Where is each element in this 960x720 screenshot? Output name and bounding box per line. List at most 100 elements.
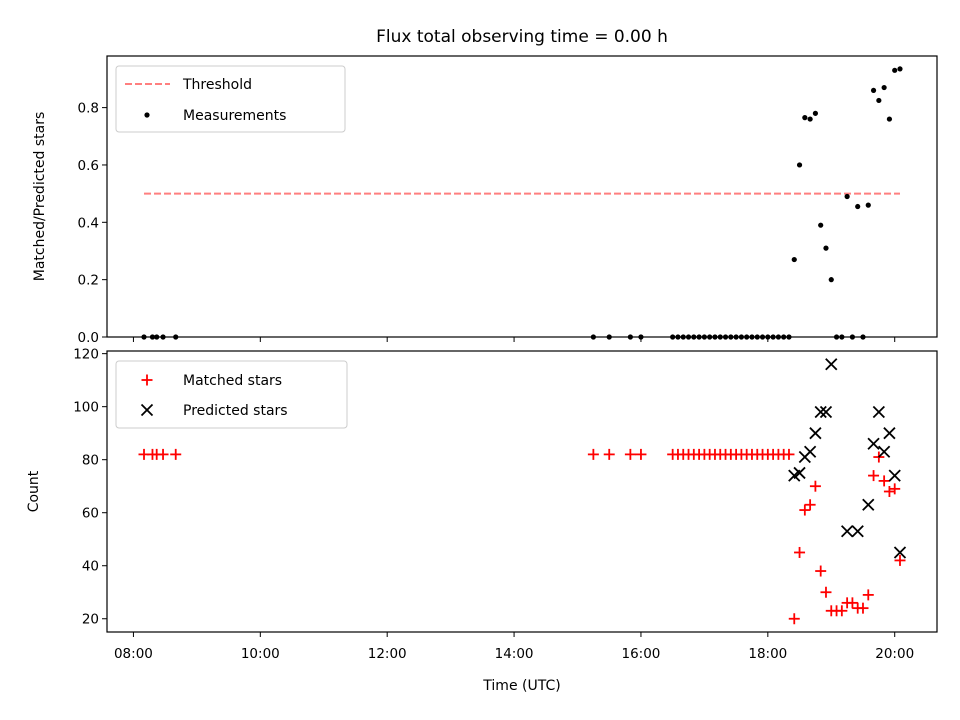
- measurements-legend-swatch: [144, 112, 150, 118]
- matched-star-point: [587, 448, 599, 460]
- measurement-point: [855, 203, 861, 210]
- ratio-y-tick-label: 0.8: [78, 101, 99, 117]
- measurement-point: [807, 116, 813, 122]
- count-y-tick-label: 40: [82, 559, 99, 575]
- predicted-star-point: [840, 525, 854, 538]
- predicted-star-point: [862, 498, 875, 511]
- predicted-star-point: [803, 445, 817, 458]
- count-y-tick-label: 80: [82, 453, 99, 469]
- matched-star-point: [836, 605, 848, 617]
- predicted-star-point: [877, 445, 891, 458]
- predicted-star-point: [888, 469, 901, 482]
- count-legend-box: [115, 360, 348, 429]
- chart-title: Flux total observing time = 0.00 h: [376, 27, 668, 47]
- matched-star-point: [857, 602, 869, 614]
- predicted-stars-legend-swatch: [140, 403, 154, 417]
- count-panel: 20 40 60 80 100 120 08:00 10:00 12:00 14:00 16:00…: [26, 347, 938, 694]
- measurement-point: [796, 162, 803, 168]
- predicted-star-point-b: [883, 427, 896, 440]
- predicted-star-point-b: [877, 445, 891, 458]
- matched-star-point: [809, 480, 821, 492]
- measurement-point: [892, 67, 898, 73]
- predicted-star-point: [867, 437, 880, 450]
- measurement-point: [818, 222, 824, 228]
- matched-star-point: [783, 448, 795, 460]
- count-y-tick-label: 100: [73, 400, 99, 416]
- predicted-star-point-b: [840, 525, 854, 538]
- ratio-legend-box: [115, 65, 346, 133]
- predicted-star-point: [825, 358, 838, 371]
- predicted-star-point-b: [851, 525, 864, 538]
- matched-legend-marker: [141, 374, 153, 386]
- ratio-y-tick-label: 0.6: [78, 158, 99, 174]
- count-x-tick-label: 10:00: [241, 646, 280, 662]
- measurement-point: [881, 84, 887, 91]
- predicted-star-point-b: [809, 427, 822, 440]
- count-x-tick-label: 20:00: [875, 646, 914, 662]
- matched-star-point: [635, 448, 647, 460]
- predicted-star-point: [809, 427, 822, 440]
- matched-star-point: [868, 470, 880, 482]
- matched-star-point: [794, 546, 806, 558]
- count-x-axis: 08:00 10:00 12:00 14:00 16:00 18:00 20:00: [114, 632, 914, 662]
- predicted-star-point-b: [819, 405, 833, 419]
- count-y-tick-label: 60: [82, 506, 99, 522]
- matched-star-point: [815, 565, 827, 577]
- matched-star-point: [846, 597, 858, 609]
- ratio-y-axis-label: Matched/Predicted stars: [32, 112, 48, 282]
- matched-star-point: [883, 486, 895, 497]
- measurements-legend-label: Measurements: [183, 108, 286, 124]
- ratio-x-axis: [132, 337, 896, 342]
- count-x-tick-label: 14:00: [495, 646, 534, 662]
- matched-star-point: [862, 589, 874, 601]
- predicted-star-point-b: [803, 445, 817, 458]
- time-x-axis-label: Time (UTC): [482, 678, 560, 694]
- threshold-legend-label: Threshold: [182, 77, 252, 93]
- matched-star-point: [820, 586, 832, 598]
- count-y-axis-label: Count: [26, 470, 42, 512]
- predicted-stars-legend-label: Predicted stars: [183, 403, 288, 419]
- predicted-star-point-b: [862, 498, 875, 511]
- count-legend: Matched stars Predicted stars: [115, 360, 348, 429]
- count-plot-frame: [106, 350, 938, 633]
- predicted-star-point-b: [814, 405, 827, 419]
- predicted-legend-marker: [140, 403, 154, 417]
- matched-star-point: [624, 448, 636, 460]
- predicted-star-point: [872, 405, 885, 419]
- count-x-tick-label: 16:00: [621, 646, 660, 662]
- matched-star-point: [889, 483, 901, 495]
- matched-star-point: [894, 554, 906, 566]
- predicted-star-point-b: [872, 405, 885, 419]
- ratio-panel: 0.00.20.40.60.8 Matched/Predicted stars …: [32, 55, 938, 346]
- predicted-legend-marker-b: [140, 403, 154, 417]
- measurement-point: [897, 66, 903, 72]
- ratio-y-tick-label: 0.0: [78, 330, 99, 346]
- matched-star-point: [788, 613, 800, 625]
- count-y-tick-label: 120: [73, 347, 99, 363]
- measurement-point: [802, 115, 808, 121]
- predicted-star-point: [793, 466, 806, 480]
- count-x-tick-label: 18:00: [748, 646, 787, 662]
- predicted-star-point-b: [867, 437, 880, 450]
- measurement-point: [812, 110, 819, 116]
- predicted-star-point-b: [825, 358, 838, 371]
- matched-star-point: [878, 475, 890, 487]
- ratio-y-tick-label: 0.4: [78, 215, 99, 231]
- measurement-point: [844, 193, 850, 200]
- matched-stars-legend-label: Matched stars: [183, 373, 282, 389]
- matched-star-point: [170, 448, 182, 460]
- ratio-y-axis: 0.0 0.2 0.4 0.6 0.8: [78, 101, 107, 346]
- matched-stars-legend-swatch: [141, 374, 153, 386]
- ratio-plot-frame: [106, 55, 938, 338]
- predicted-star-point: [819, 405, 833, 419]
- ratio-legend: Threshold Measurements: [115, 65, 346, 133]
- measurement-point: [865, 202, 871, 208]
- count-x-tick-label: 08:00: [114, 646, 153, 662]
- matched-star-point: [603, 448, 615, 460]
- predicted-star-point: [883, 427, 896, 440]
- matched-star-point: [157, 448, 169, 460]
- ratio-y-tick-label: 0.2: [78, 273, 99, 289]
- measurement-point: [828, 277, 834, 283]
- predicted-star-point: [814, 405, 827, 419]
